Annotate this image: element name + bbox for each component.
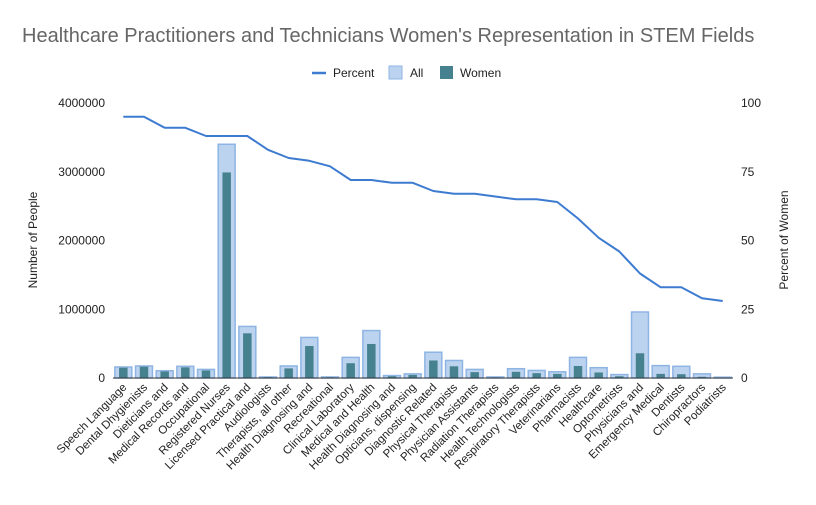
y-tick-label: 4000000 xyxy=(58,96,105,110)
bar-women xyxy=(553,373,562,378)
y2-tick-label: 25 xyxy=(741,302,755,316)
y-axis-title: Number of People xyxy=(26,191,40,288)
percent-line xyxy=(123,115,723,302)
bar-women xyxy=(222,172,231,378)
bar-women xyxy=(305,346,314,378)
bar-women xyxy=(346,363,355,378)
legend-women-swatch xyxy=(440,66,453,79)
y2-tick-label: 75 xyxy=(741,165,755,179)
legend-women-label: Women xyxy=(460,66,501,80)
y-tick-label: 1000000 xyxy=(58,302,105,316)
bar-women xyxy=(449,366,459,378)
bar-women xyxy=(677,374,686,378)
legend-all-label: All xyxy=(410,66,423,80)
bar-women xyxy=(181,367,190,378)
percent-line-group xyxy=(123,115,723,302)
bar-women xyxy=(408,374,417,378)
y2-axis-title: Percent of Women xyxy=(777,190,791,289)
bar-women xyxy=(160,371,169,378)
y2-axis-ticks: 0 25 50 75 100 xyxy=(741,96,761,385)
bar-women xyxy=(511,371,521,378)
legend-all-swatch xyxy=(388,65,403,80)
y-tick-label: 0 xyxy=(98,371,105,385)
legend-percent-label: Percent xyxy=(333,66,375,80)
bar-women xyxy=(594,372,603,378)
y-tick-label: 3000000 xyxy=(58,165,105,179)
y-axis-ticks: 0 1000000 2000000 3000000 4000000 xyxy=(58,96,105,385)
bar-women xyxy=(656,373,665,378)
bar-women xyxy=(139,366,149,378)
y2-tick-label: 0 xyxy=(741,371,748,385)
bar-women xyxy=(635,353,645,378)
y2-tick-label: 50 xyxy=(741,234,755,248)
bar-women xyxy=(367,343,376,378)
bar-women xyxy=(697,376,707,378)
bar-women xyxy=(615,376,624,378)
bar-women xyxy=(284,368,293,378)
bar-women xyxy=(429,360,438,378)
legend: Percent All Women xyxy=(312,65,501,80)
bars-women xyxy=(119,172,727,378)
bar-women xyxy=(573,365,583,378)
bar-women xyxy=(119,367,128,378)
bar-women xyxy=(243,333,252,378)
bar-women xyxy=(532,373,541,378)
bar-women xyxy=(201,370,211,378)
bar-women xyxy=(470,372,479,378)
bar-women xyxy=(387,376,397,378)
y2-tick-label: 100 xyxy=(741,96,761,110)
bars-all xyxy=(114,143,732,379)
y-tick-label: 2000000 xyxy=(58,234,105,248)
chart-title: Healthcare Practitioners and Technicians… xyxy=(22,25,754,47)
